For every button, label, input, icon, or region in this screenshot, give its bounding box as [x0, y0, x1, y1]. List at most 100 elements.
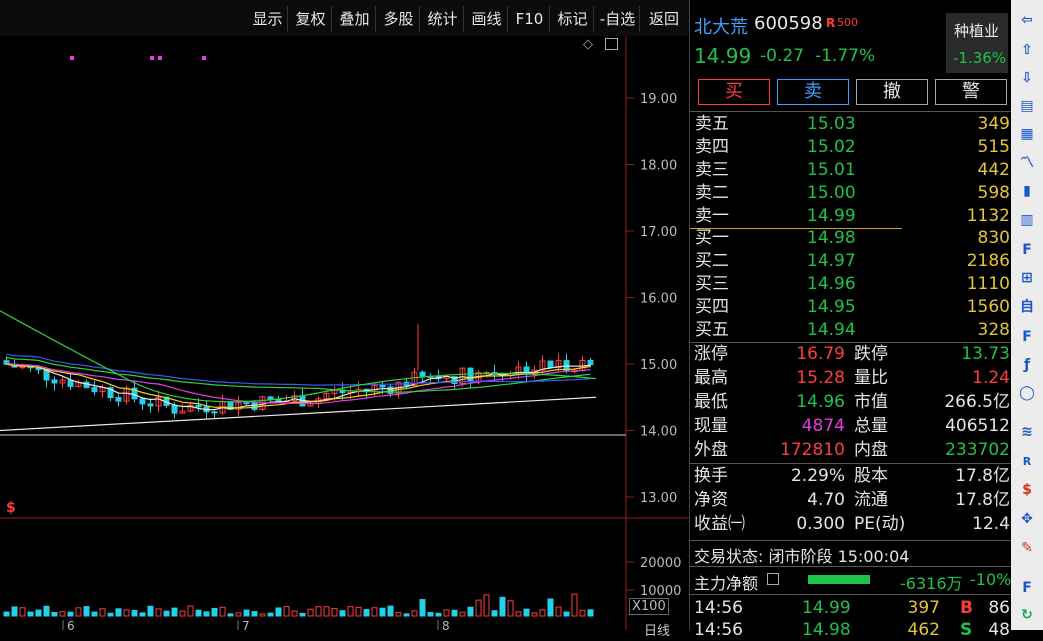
f10-icon[interactable]: F: [1022, 242, 1032, 258]
flow-detail-icon[interactable]: [767, 573, 779, 585]
volume-bar: [163, 610, 170, 617]
down-arrow-icon[interactable]: ⇩: [1021, 70, 1033, 86]
stat-value: 4.70: [807, 490, 845, 510]
volume-bar: [99, 608, 106, 617]
price-tick-label: 18.00: [640, 159, 677, 174]
tree-icon[interactable]: ⊞: [1021, 270, 1033, 286]
move-icon[interactable]: ✥: [1021, 511, 1033, 527]
chart-grid: [0, 36, 689, 630]
buy-button[interactable]: 买: [698, 79, 770, 105]
bid-level[interactable]: 买三 14.96 1110: [695, 273, 1010, 295]
left-arrow-icon[interactable]: ⇦: [1021, 12, 1033, 28]
diamond-icon[interactable]: ◇: [583, 37, 593, 52]
price-axis: 19.00 18.00 17.00 16.00 15.00 14.00 13.00 20000…: [67, 92, 681, 630]
toolbar-overlay-button[interactable]: 叠加: [334, 6, 376, 32]
volume-bar: [411, 610, 418, 617]
f5-icon[interactable]: F: [1022, 580, 1032, 596]
panel-toggle-icon[interactable]: [605, 38, 618, 50]
bid-level[interactable]: 买四 14.95 1560: [695, 296, 1010, 318]
level-volume: 2186: [966, 251, 1010, 271]
up-arrow-icon[interactable]: ⇧: [1021, 42, 1033, 58]
line-chart-icon[interactable]: 〽: [1020, 155, 1034, 171]
circle-icon[interactable]: ◯: [1019, 385, 1035, 401]
formula-icon[interactable]: ƒ: [1023, 357, 1031, 373]
level-volume: 442: [977, 160, 1010, 180]
ask-level[interactable]: 卖五 15.03 349: [695, 113, 1010, 135]
candle-body: [467, 367, 474, 383]
tick-count: 86: [988, 598, 1010, 618]
toolbar-remove-watchlist-button[interactable]: -自选: [596, 6, 640, 32]
grid-icon[interactable]: ▦: [1020, 126, 1034, 142]
f12-icon[interactable]: F: [1022, 329, 1032, 345]
stat-label: 涨停: [694, 344, 728, 364]
volume-bar: [507, 600, 514, 617]
stat-label: 最高: [694, 368, 728, 388]
sector-box[interactable]: 种植业 -1.36%: [946, 13, 1008, 73]
toolbar-f10-button[interactable]: F10: [510, 6, 550, 32]
volume-bar: [59, 611, 66, 617]
bid-level[interactable]: 买二 14.97 2186: [695, 250, 1010, 272]
stat-label: 现量: [694, 416, 728, 436]
ask-level[interactable]: 卖二 15.00 598: [695, 182, 1010, 204]
toolbar-draw-button[interactable]: 画线: [466, 6, 508, 32]
stat-label: 股本: [854, 466, 888, 486]
list-icon[interactable]: ▤: [1020, 98, 1034, 114]
ask-level[interactable]: 卖四 15.02 515: [695, 136, 1010, 158]
candle-body: [267, 396, 274, 400]
toolbar-mark-button[interactable]: 标记: [552, 6, 594, 32]
level-price: 14.96: [807, 274, 856, 294]
pen-icon[interactable]: ✎: [1021, 540, 1033, 556]
volume-bar: [267, 612, 274, 617]
ask-level[interactable]: 卖三 15.01 442: [695, 159, 1010, 181]
moving-average-lines: [0, 310, 597, 432]
main-flow-value: -6316万: [900, 574, 963, 593]
volume-bar: [419, 599, 426, 617]
volume-bars: [3, 593, 594, 617]
stock-code: 600598: [754, 13, 823, 34]
volume-bar: [539, 609, 546, 617]
level-label: 买三: [695, 274, 729, 294]
self-icon[interactable]: 自: [1020, 299, 1034, 315]
tick-price: 14.98: [802, 620, 851, 640]
kline-chart[interactable]: 19.00 18.00 17.00 16.00 15.00 14.00 13.00 20000…: [0, 36, 689, 630]
signal-dot: [150, 56, 154, 60]
volume-bar: [467, 606, 474, 617]
refresh-icon[interactable]: ↻: [1021, 607, 1033, 623]
candle-body: [555, 360, 562, 369]
tick-side: S: [960, 620, 973, 640]
volume-bar: [499, 596, 506, 617]
toolbar-multi-stock-button[interactable]: 多股: [378, 6, 420, 32]
volume-bar: [387, 605, 394, 617]
volume-bar: [51, 611, 58, 617]
ask-level[interactable]: 卖一 14.99 1132: [695, 205, 1010, 227]
volume-bar: [155, 608, 162, 617]
candle-body: [107, 387, 114, 399]
news-icon[interactable]: ▥: [1020, 212, 1034, 228]
level-price: 14.97: [807, 251, 856, 271]
sell-button[interactable]: 卖: [777, 79, 849, 105]
volume-bar: [459, 611, 466, 617]
toolbar-display-button[interactable]: 显示: [248, 6, 288, 32]
volume-bar: [107, 612, 114, 617]
divider: [690, 463, 1012, 464]
bid-level[interactable]: 买五 14.94 328: [695, 319, 1010, 341]
volume-bar: [435, 612, 442, 617]
stat-label: PE(动): [854, 514, 906, 534]
stat-value: 233702: [945, 440, 1010, 460]
volume-bar: [331, 608, 338, 617]
candle-body: [235, 402, 242, 410]
volume-bar: [563, 611, 570, 617]
cancel-button[interactable]: 撤: [856, 79, 928, 105]
candle-icon[interactable]: ▮: [1023, 183, 1031, 199]
macd-icon[interactable]: ≋: [1021, 424, 1033, 440]
stat-value: 14.96: [796, 392, 845, 412]
toolbar-adjust-button[interactable]: 复权: [290, 6, 332, 32]
money-icon[interactable]: $: [1022, 482, 1032, 498]
alert-button[interactable]: 警: [935, 79, 1007, 105]
toolbar-stats-button[interactable]: 统计: [422, 6, 464, 32]
rsi-icon[interactable]: R: [1022, 455, 1032, 468]
volume-bar: [123, 609, 130, 617]
bid-level[interactable]: 买一 14.98 830: [695, 227, 1010, 249]
candle-body: [419, 371, 426, 377]
toolbar-back-button[interactable]: 返回: [648, 10, 679, 28]
